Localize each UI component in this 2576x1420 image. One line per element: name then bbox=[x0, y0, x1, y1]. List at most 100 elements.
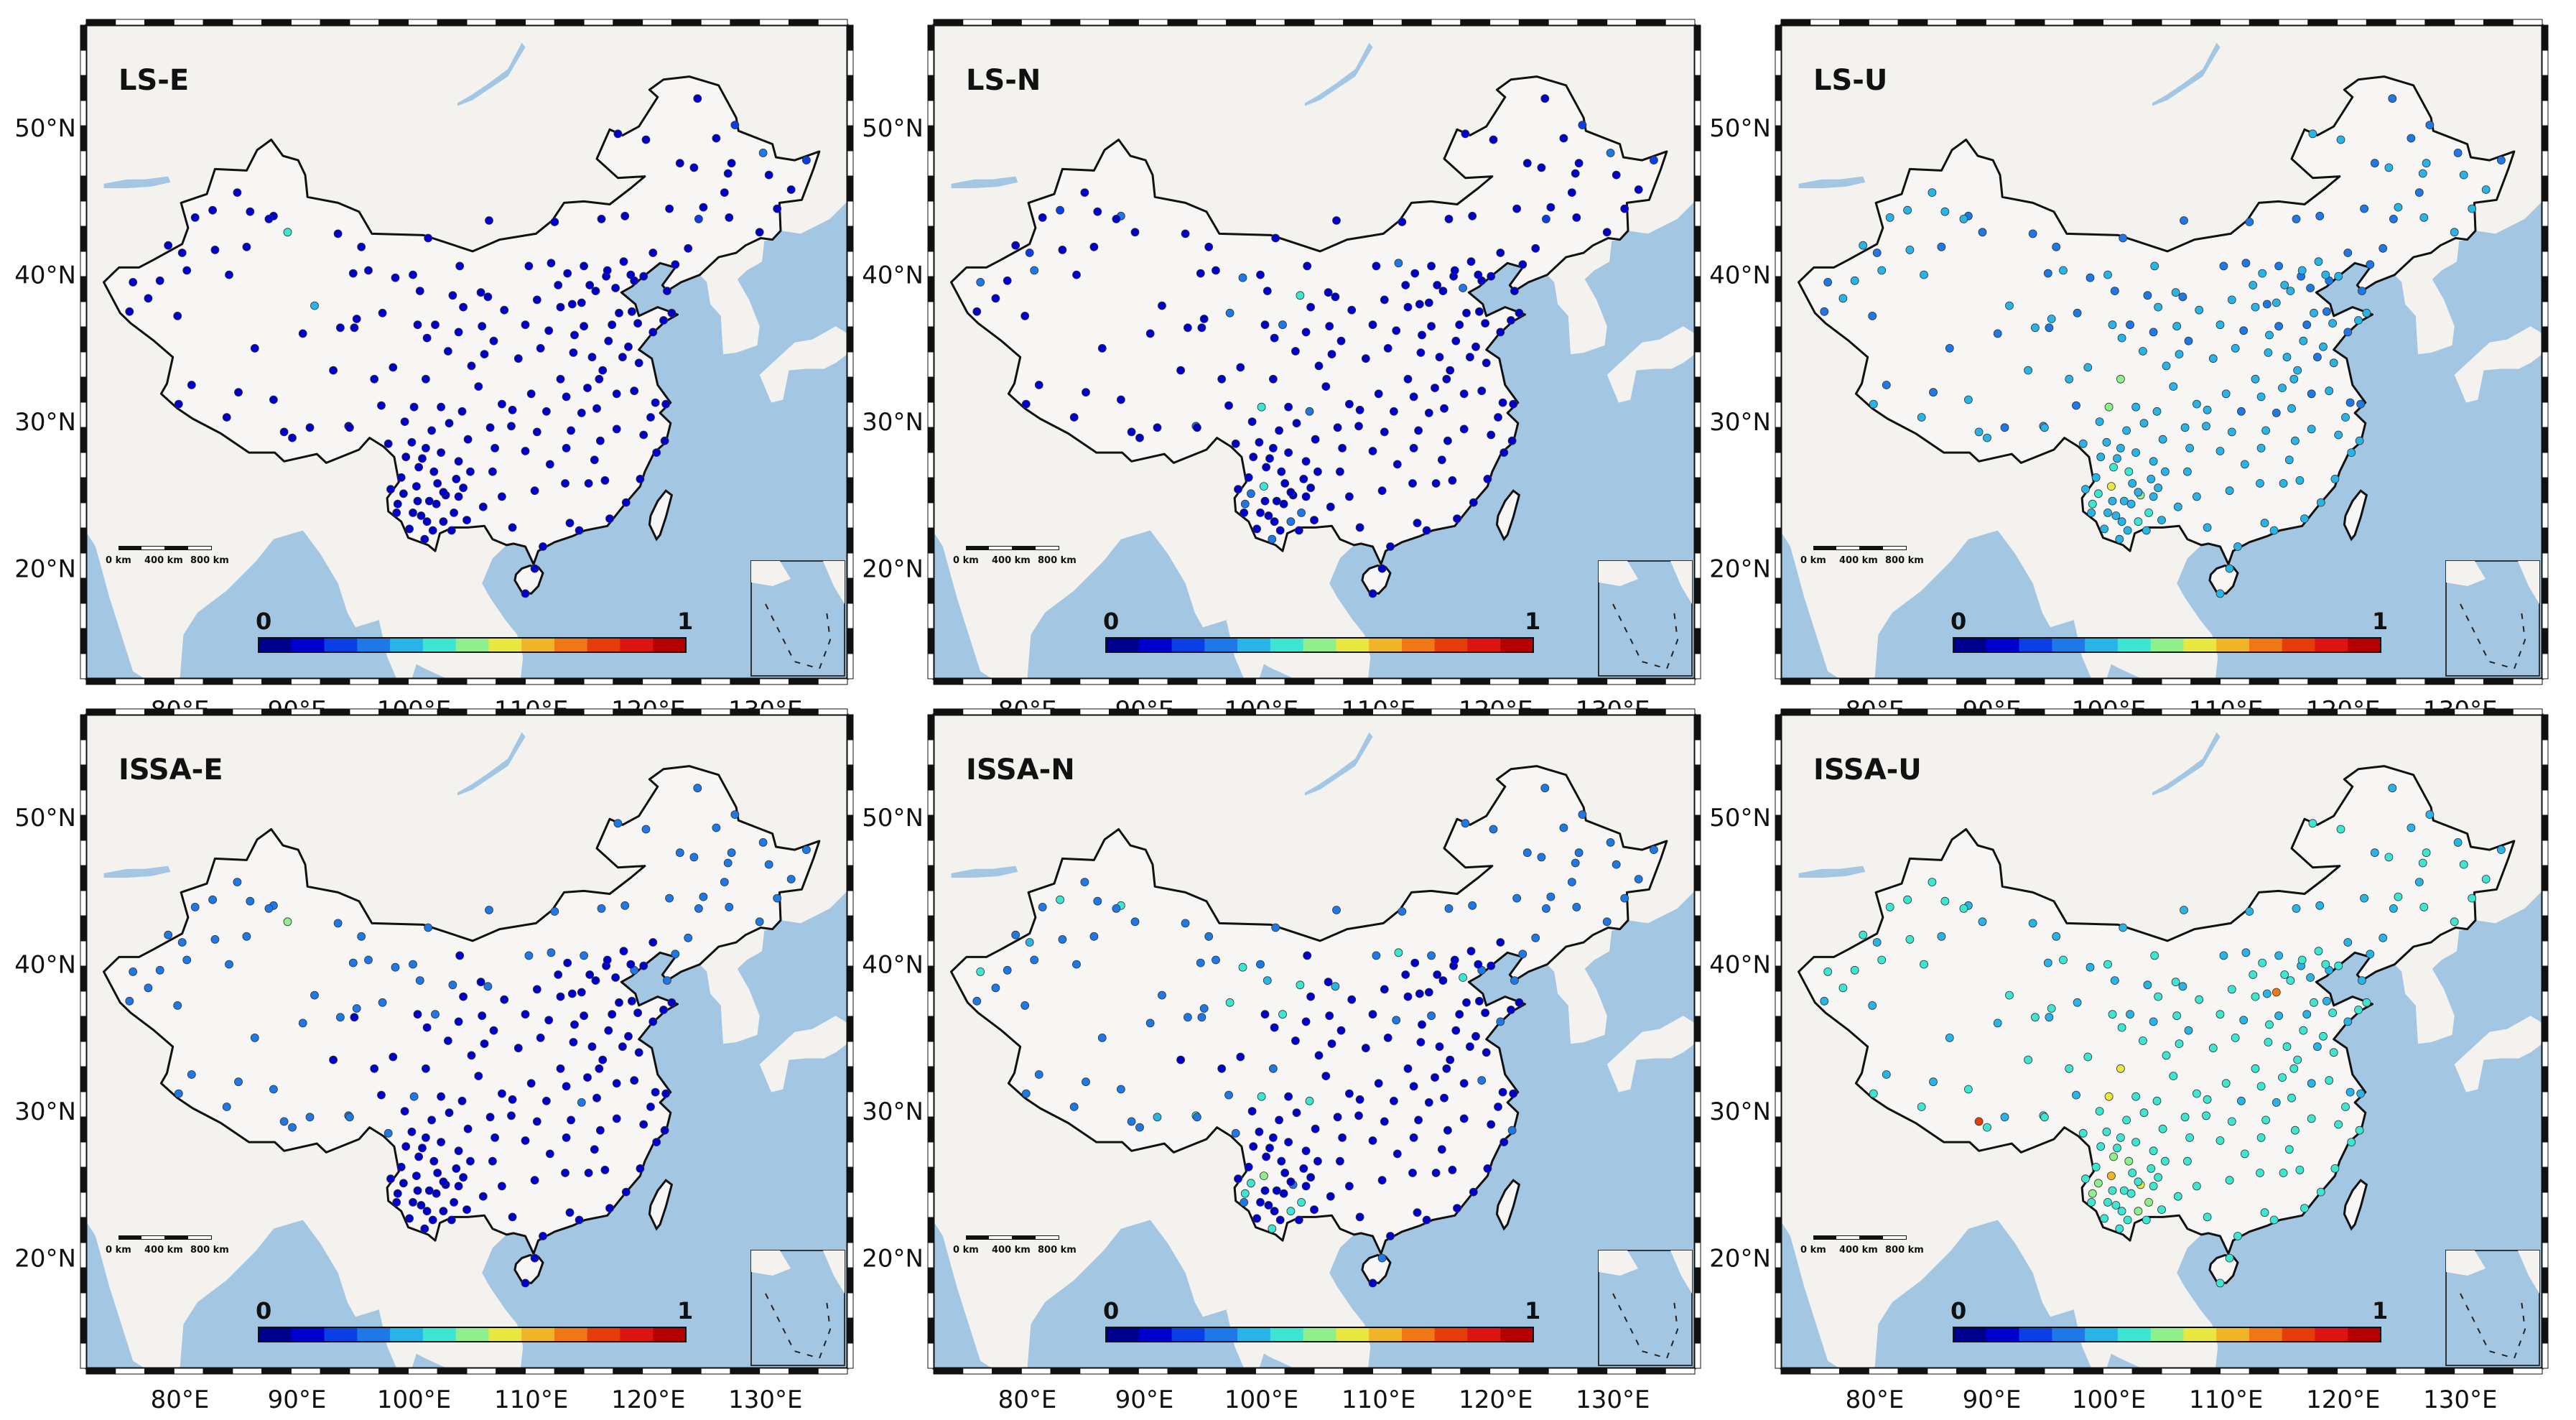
lon-tick-label: 110°E bbox=[2189, 1386, 2263, 1414]
gnss-station-marker bbox=[1331, 292, 1340, 302]
lon-tick-label: 90°E bbox=[1115, 1386, 1174, 1414]
gnss-station-marker bbox=[2256, 479, 2264, 488]
panel-title: LS-E bbox=[118, 64, 189, 97]
gnss-station-marker bbox=[2319, 1031, 2328, 1041]
scale-bar-label: 400 km bbox=[144, 555, 183, 566]
gnss-station-marker bbox=[2030, 323, 2040, 333]
gnss-station-marker bbox=[1212, 266, 1220, 275]
gnss-station-marker bbox=[1459, 1114, 1469, 1123]
gnss-station-marker bbox=[2052, 932, 2061, 941]
gnss-station-marker bbox=[1518, 260, 1528, 269]
gnss-station-marker bbox=[222, 413, 231, 422]
lon-tick-label: 120°E bbox=[2306, 1386, 2380, 1414]
gnss-station-marker bbox=[570, 1020, 579, 1029]
colorbar-frame bbox=[258, 637, 687, 653]
gnss-station-marker bbox=[1567, 188, 1576, 198]
gnss-station-marker bbox=[2260, 1208, 2269, 1217]
gnss-station-marker bbox=[1431, 384, 1439, 392]
gnss-station-marker bbox=[2272, 409, 2281, 417]
gnss-station-marker bbox=[2265, 1020, 2274, 1029]
gnss-station-marker bbox=[1424, 298, 1433, 307]
gnss-station-marker bbox=[1978, 917, 1987, 927]
gnss-station-marker bbox=[437, 1138, 445, 1146]
gnss-station-marker bbox=[1291, 347, 1300, 356]
gnss-station-marker bbox=[755, 228, 764, 237]
gnss-station-marker bbox=[1578, 121, 1587, 130]
gnss-station-marker bbox=[1301, 328, 1311, 337]
colorbar-segment bbox=[554, 638, 588, 652]
gnss-station-marker bbox=[595, 1064, 604, 1073]
gnss-station-marker bbox=[694, 214, 703, 223]
gnss-station-marker bbox=[2086, 962, 2095, 972]
gnss-station-marker bbox=[2000, 1113, 2009, 1122]
gnss-station-marker bbox=[350, 323, 359, 333]
gnss-station-marker bbox=[2314, 257, 2323, 266]
gnss-station-marker bbox=[641, 135, 651, 144]
gnss-station-marker bbox=[1507, 1006, 1515, 1014]
gnss-station-marker bbox=[1424, 1098, 1433, 1107]
inset-land bbox=[751, 1250, 791, 1276]
gnss-station-marker bbox=[463, 435, 473, 444]
scale-bar bbox=[118, 546, 212, 550]
gnss-station-marker bbox=[1361, 1044, 1370, 1053]
gnss-station-marker bbox=[1256, 509, 1265, 517]
gnss-station-marker bbox=[2149, 1182, 2158, 1191]
gnss-station-marker bbox=[1403, 992, 1413, 1001]
gnss-station-marker bbox=[1398, 218, 1407, 226]
ocean-arabian-sea bbox=[1781, 1221, 1840, 1368]
lake bbox=[951, 176, 1018, 188]
gnss-station-marker bbox=[2334, 961, 2343, 970]
gnss-station-marker bbox=[1398, 907, 1407, 916]
gnss-station-marker bbox=[2388, 94, 2397, 103]
gnss-station-marker bbox=[720, 878, 729, 886]
colorbar-segment bbox=[653, 638, 687, 652]
gnss-station-marker bbox=[1361, 354, 1370, 363]
gnss-station-marker bbox=[2171, 288, 2180, 297]
gnss-station-marker bbox=[1415, 300, 1424, 309]
lat-tick-label: 30°N bbox=[14, 1098, 76, 1126]
gnss-station-marker bbox=[439, 488, 448, 497]
gnss-station-marker bbox=[991, 983, 1000, 993]
gnss-station-marker bbox=[2236, 407, 2246, 416]
gnss-station-marker bbox=[1297, 1198, 1306, 1207]
gnss-station-marker bbox=[621, 498, 631, 507]
lon-tick-label: 90°E bbox=[268, 1386, 327, 1414]
gnss-station-marker bbox=[1252, 1214, 1261, 1223]
gnss-station-marker bbox=[352, 315, 361, 323]
gnss-station-marker bbox=[648, 1017, 658, 1026]
lake bbox=[103, 866, 171, 878]
colorbar-segment bbox=[488, 638, 522, 652]
gnss-station-marker bbox=[1212, 955, 1220, 965]
gnss-station-marker bbox=[618, 353, 627, 362]
gnss-station-marker bbox=[1135, 1123, 1144, 1132]
gnss-station-marker bbox=[2126, 499, 2136, 509]
gnss-station-marker bbox=[1286, 488, 1296, 497]
gnss-station-marker bbox=[1945, 1034, 1954, 1042]
gnss-station-marker bbox=[2203, 523, 2212, 532]
gnss-station-marker bbox=[2208, 1044, 2218, 1053]
gnss-station-marker bbox=[2154, 1173, 2163, 1182]
gnss-station-marker bbox=[1268, 534, 1277, 544]
gnss-station-marker bbox=[305, 423, 315, 432]
colorbar-segment bbox=[259, 638, 292, 652]
gnss-station-marker bbox=[532, 427, 541, 437]
gnss-station-marker bbox=[1278, 320, 1287, 330]
colorbar-segment bbox=[1106, 1327, 1140, 1342]
gnss-station-marker bbox=[310, 301, 319, 310]
gnss-station-marker bbox=[1403, 302, 1413, 312]
colorbar-frame bbox=[1953, 637, 2381, 653]
gnss-station-marker bbox=[125, 307, 134, 316]
gnss-station-marker bbox=[415, 287, 424, 296]
gnss-station-marker bbox=[1338, 1133, 1347, 1142]
gnss-station-marker bbox=[1459, 1079, 1469, 1088]
gnss-station-marker bbox=[424, 1186, 434, 1195]
gnss-station-marker bbox=[2249, 281, 2258, 289]
gnss-station-marker bbox=[418, 1143, 427, 1153]
gnss-station-marker bbox=[378, 308, 387, 317]
map-frame bbox=[927, 708, 1701, 1375]
scale-bar-label: 0 km bbox=[1800, 555, 1826, 566]
gnss-station-marker bbox=[1303, 951, 1312, 960]
gnss-station-marker bbox=[2231, 1034, 2240, 1042]
gnss-station-marker bbox=[2295, 476, 2305, 485]
